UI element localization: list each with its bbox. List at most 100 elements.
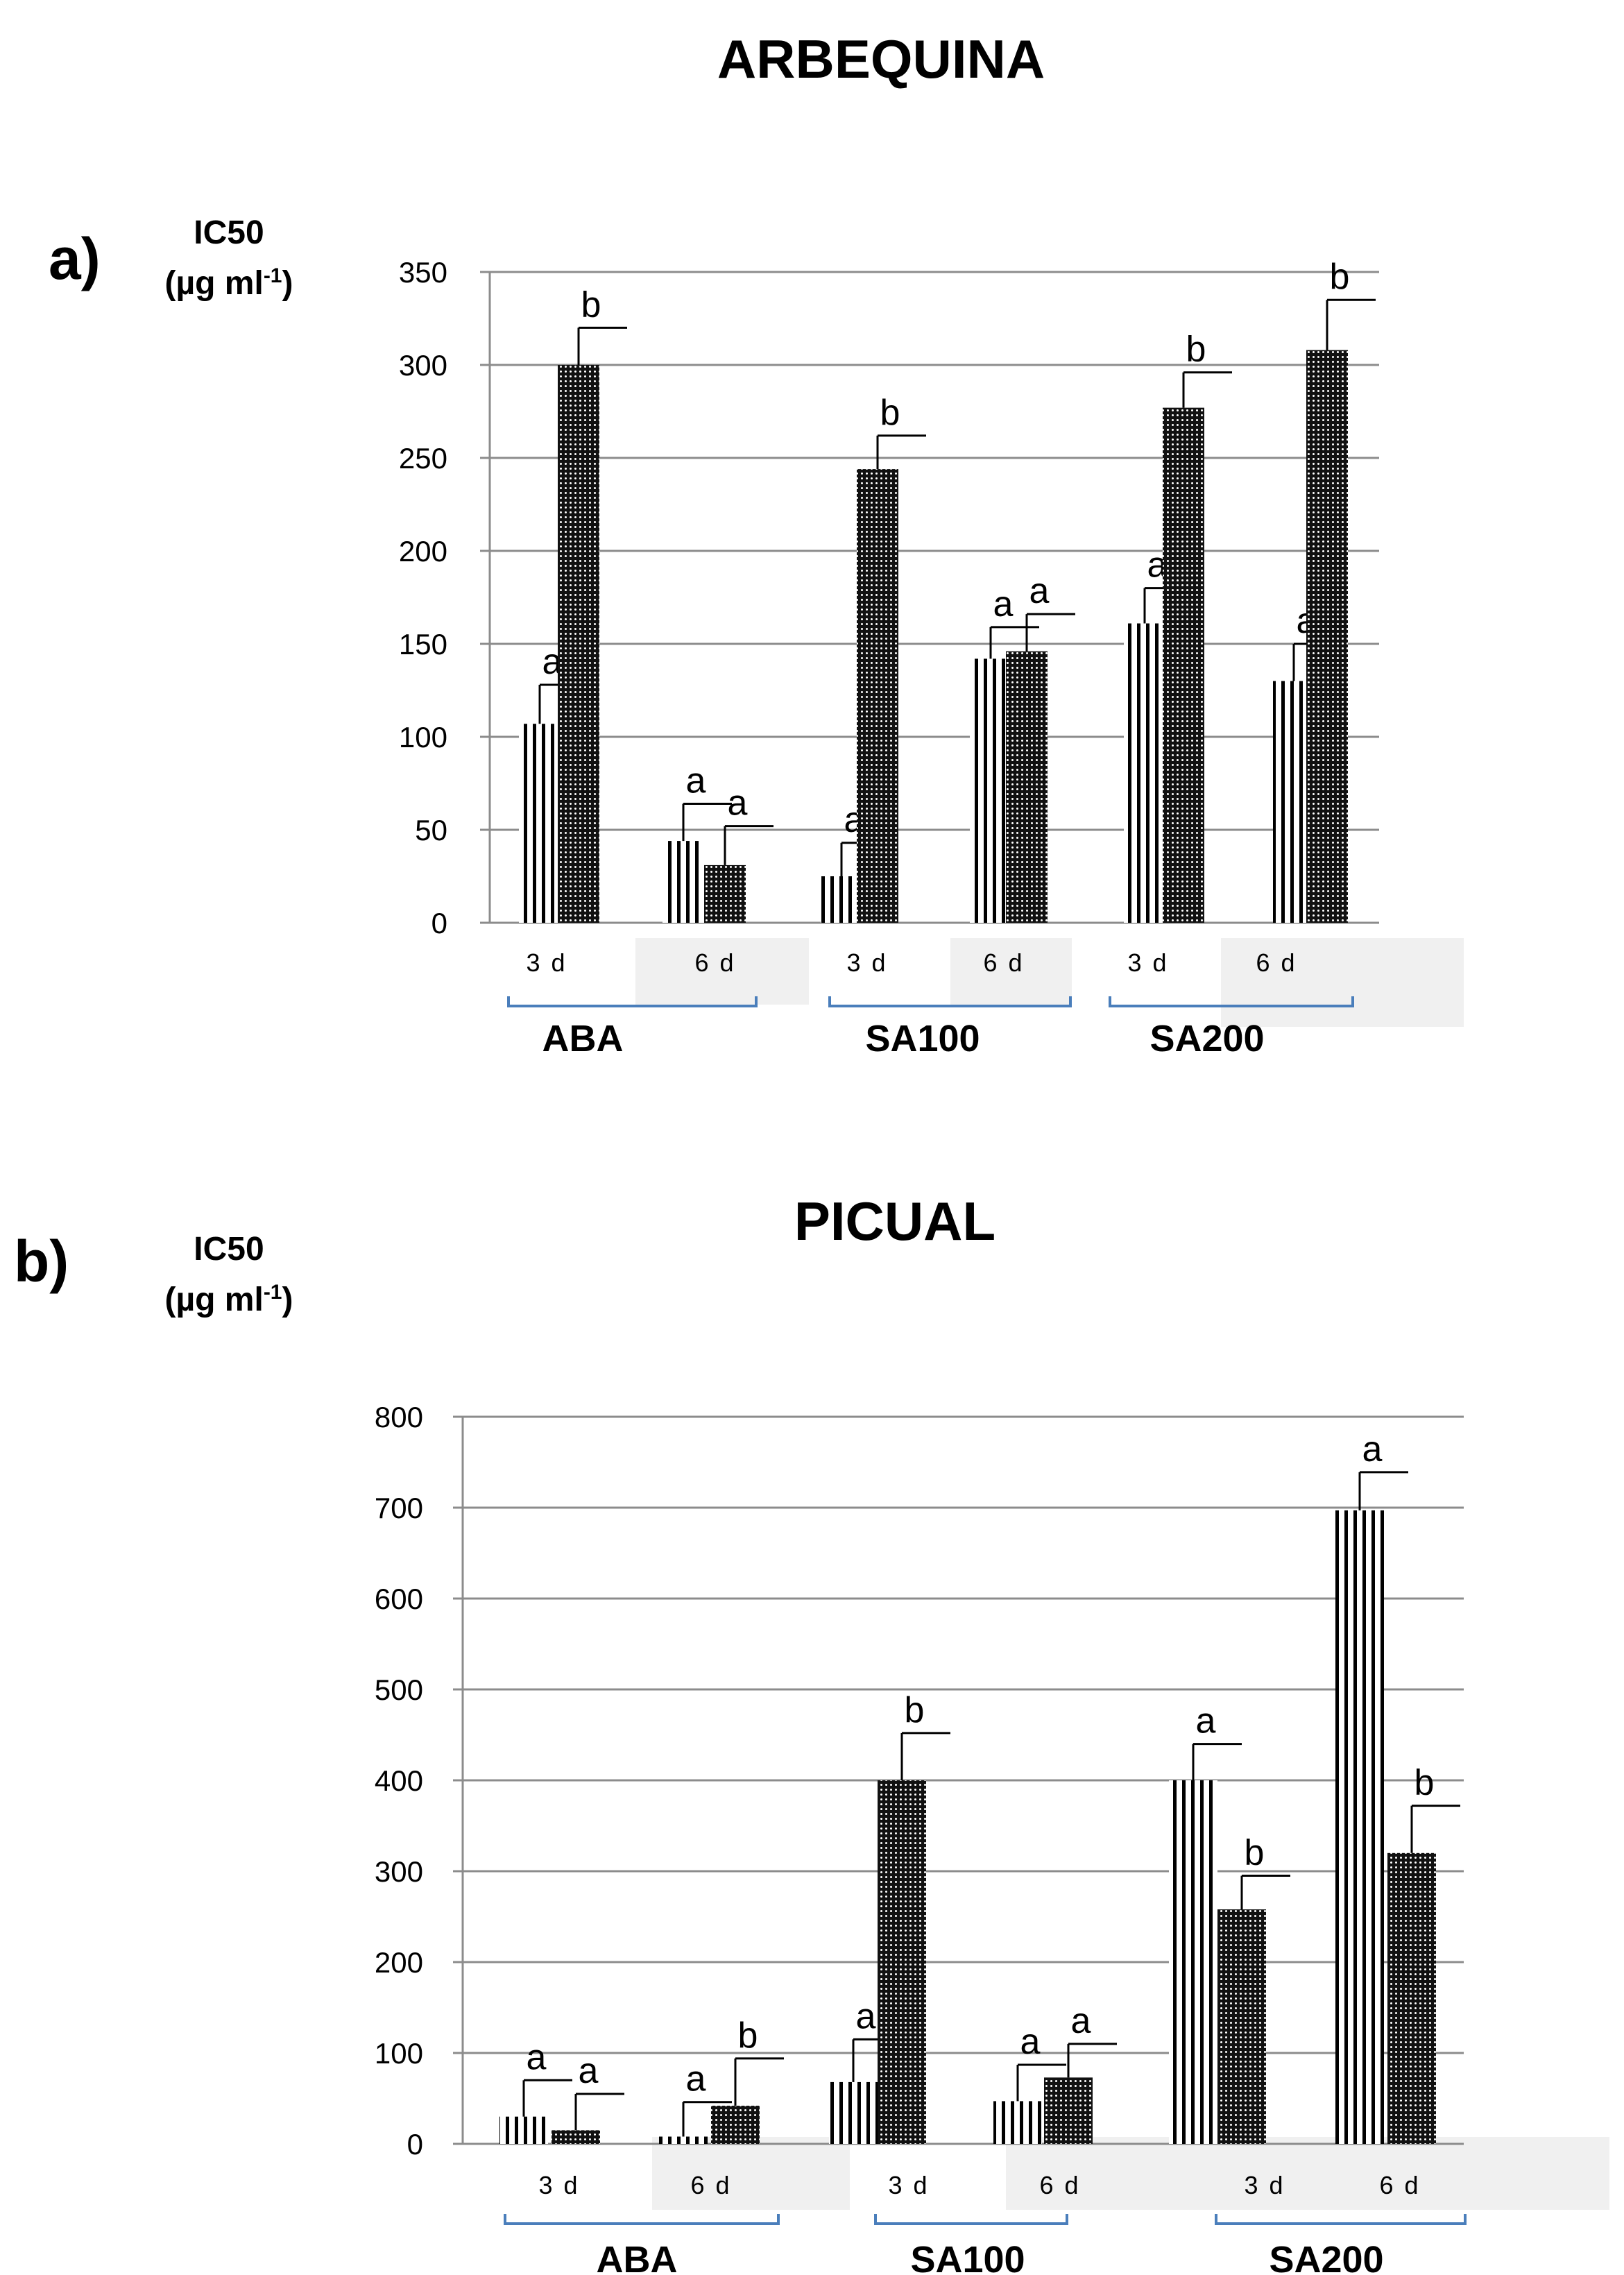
chart-a-shade-3 — [1221, 938, 1464, 1027]
chart-b-group-label-1: SA100 — [910, 2239, 1025, 2275]
chart-b-ytick-label-8: 800 — [375, 1401, 423, 1433]
chart-b-ytick-label-7: 700 — [375, 1492, 423, 1524]
chart-a-bar-2 — [663, 841, 704, 923]
chart-a-group-label-2: SA200 — [1149, 1018, 1264, 1059]
chart-b-ytick-label-5: 500 — [375, 1673, 423, 1706]
chart-a-bar-0 — [519, 724, 561, 923]
chart-b-ytick-label-0: 0 — [407, 2128, 423, 2161]
chart-a-day-label-4: 3 d — [1127, 948, 1168, 977]
chart-b-group-label-0: ABA — [597, 2239, 678, 2275]
chart-a-sig-letter-11: b — [1330, 257, 1350, 297]
chart-a-sig-letter-7: a — [1029, 571, 1050, 611]
chart-a-ylabel: IC50 (µg ml-1) — [125, 212, 333, 305]
chart-b-group-bracket-1 — [874, 2214, 1068, 2225]
chart-b-bar-1 — [552, 2130, 600, 2144]
chart-a-ytick-label-7: 350 — [399, 256, 447, 289]
chart-b-sig-letter-9: b — [1245, 1833, 1265, 1873]
chart-a-bar-8 — [1124, 623, 1165, 923]
chart-b-group-label-2: SA200 — [1269, 2239, 1383, 2275]
panel-b-letter: b) — [14, 1229, 69, 1294]
chart-b-bar-6 — [993, 2101, 1042, 2144]
chart-a-shade-2 — [950, 938, 1072, 1005]
chart-b-yunit: (µg ml-1) — [164, 1281, 293, 1318]
chart-b-sig-letter-11: b — [1414, 1763, 1435, 1803]
chart-a-group-bracket-1 — [828, 996, 1072, 1007]
chart-a-sig-letter-2: a — [686, 760, 706, 801]
chart-b-day-label-0: 3 d — [538, 2171, 579, 2199]
panel-a-letter: a) — [49, 226, 101, 291]
chart-b-ytick-label-2: 200 — [375, 1946, 423, 1979]
chart-b-group-bracket-2 — [1215, 2214, 1467, 2225]
chart-a-title: ARBEQUINA — [717, 28, 1045, 90]
chart-b-sig-letter-2: a — [686, 2059, 706, 2099]
chart-b-bar-10 — [1335, 1510, 1384, 2144]
chart-b-day-label-5: 6 d — [1379, 2171, 1420, 2199]
chart-a-sig-letter-3: a — [728, 783, 748, 824]
chart-b-title: PICUAL — [794, 1191, 996, 1252]
chart-a-day-label-5: 6 d — [1256, 948, 1297, 977]
chart-a-bar-6 — [970, 658, 1011, 923]
chart-a-group-bracket-0 — [507, 996, 758, 1007]
chart-a-ytick-label-0: 0 — [431, 907, 447, 939]
chart-b-ytick-label-3: 300 — [375, 1855, 423, 1888]
chart-b-sig-letter-7: a — [1071, 2001, 1091, 2041]
chart-b-sig-letter-8: a — [1196, 1701, 1216, 1741]
chart-b-shade-2 — [1006, 2137, 1214, 2210]
chart-b-bar-3 — [711, 2105, 760, 2144]
chart-b-bar-0 — [499, 2116, 548, 2144]
chart-b-day-label-2: 3 d — [888, 2171, 929, 2199]
chart-a-bar-4 — [821, 876, 862, 923]
chart-a-bar-3 — [704, 864, 746, 923]
chart-b-sig-letter-4: a — [856, 1996, 876, 2036]
chart-b-bar-5 — [878, 1780, 926, 2144]
chart-b-sig-letter-0: a — [527, 2037, 547, 2077]
chart-b-ylabel-text: IC50 — [194, 1231, 264, 1268]
chart-b-ytick-label-6: 600 — [375, 1583, 423, 1615]
chart-b-bar-7 — [1044, 2077, 1093, 2144]
chart-b-day-label-3: 6 d — [1039, 2171, 1080, 2199]
chart-b-day-label-1: 6 d — [690, 2171, 731, 2199]
chart-a-ytick-label-1: 50 — [415, 814, 447, 846]
chart-a-day-label-2: 3 d — [846, 948, 887, 977]
chart-a: 050100150200250300350abaaabaaabab3 d6 d3… — [399, 256, 1379, 1059]
chart-a-group-bracket-2 — [1109, 996, 1354, 1007]
chart-b-shade-1 — [652, 2137, 850, 2210]
chart-a-yunit: (µg ml-1) — [164, 264, 293, 302]
chart-b-ytick-label-1: 100 — [375, 2037, 423, 2070]
chart-a-bar-1 — [558, 365, 599, 923]
chart-b-group-bracket-0 — [504, 2214, 780, 2225]
chart-a-day-label-1: 6 d — [694, 948, 735, 977]
chart-a-shade-1 — [635, 938, 809, 1005]
chart-b-ylabel: IC50 (µg ml-1) — [125, 1228, 333, 1322]
chart-a-bar-11 — [1306, 350, 1348, 923]
chart-b-day-label-4: 3 d — [1244, 2171, 1285, 2199]
chart-b-bar-2 — [659, 2136, 708, 2144]
chart-a-sig-letter-9: b — [1186, 330, 1206, 370]
chart-b-shade-3 — [1207, 2137, 1609, 2210]
chart-a-sig-letter-1: b — [581, 284, 601, 325]
chart-b-bar-9 — [1217, 1909, 1266, 2144]
chart-b-sig-letter-6: a — [1020, 2022, 1041, 2062]
chart-b-ytick-label-4: 400 — [375, 1764, 423, 1797]
chart-a-group-label-0: ABA — [542, 1018, 624, 1059]
chart-a-group-label-1: SA100 — [865, 1018, 980, 1059]
chart-b-sig-letter-1: a — [579, 2051, 599, 2091]
chart-a-ytick-label-4: 200 — [399, 535, 447, 568]
chart-a-day-label-3: 6 d — [983, 948, 1024, 977]
chart-a-ytick-label-5: 250 — [399, 442, 447, 475]
chart-b-sig-letter-5: b — [905, 1690, 925, 1730]
chart-b-sig-letter-3: b — [738, 2016, 758, 2056]
chart-b-bar-8 — [1169, 1780, 1217, 2144]
chart-b-bar-4 — [829, 2081, 878, 2144]
chart-a-bar-9 — [1163, 407, 1204, 923]
chart-a-sig-letter-5: b — [880, 393, 900, 433]
chart-a-bar-7 — [1006, 651, 1048, 923]
chart-a-sig-letter-6: a — [993, 584, 1014, 624]
chart-b-bar-11 — [1387, 1852, 1436, 2144]
chart-a-day-label-0: 3 d — [526, 948, 567, 977]
chart-a-ytick-label-2: 100 — [399, 721, 447, 753]
chart-a-ylabel-text: IC50 — [194, 214, 264, 251]
chart-a-ytick-label-3: 150 — [399, 628, 447, 661]
